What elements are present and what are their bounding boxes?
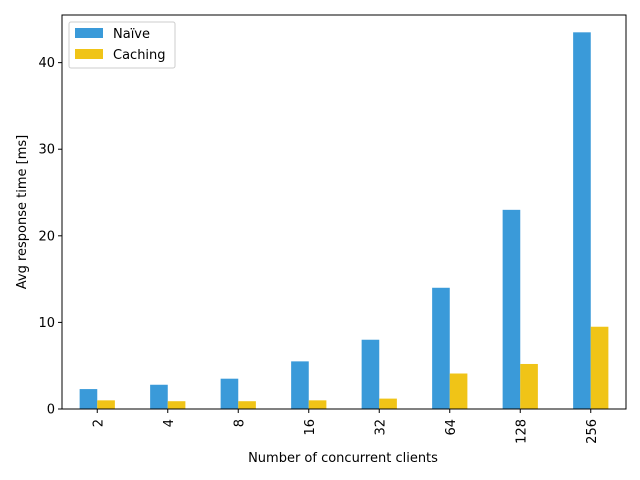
bar-nave-8 [220,378,239,409]
bar-caching-2 [97,400,115,409]
x-tick-label-4: 4 [162,419,177,427]
y-axis: 0 10 20 30 40 [38,56,62,418]
y-tick-label-0: 0 [47,403,55,418]
x-tick-label-16: 16 [303,419,318,436]
y-tick-label-30: 30 [38,143,55,158]
y-tick-label-20: 20 [38,229,55,244]
legend-swatch-caching [75,49,103,59]
x-tick-label-64: 64 [444,419,459,436]
bar-nave-4 [150,384,168,409]
bar-nave-16 [291,361,309,409]
legend-label-caching: Caching [113,48,166,63]
x-axis: 2 4 8 16 32 64 128 256 [91,409,600,444]
x-axis-label: Number of concurrent clients [248,451,438,466]
bar-caching-8 [238,401,256,409]
x-tick-label-8: 8 [232,419,247,427]
bar-caching-16 [308,400,327,409]
bar-nave-256 [573,32,591,409]
bar-nave-64 [432,287,450,409]
legend-label-naive: Naïve [113,27,150,42]
x-tick-label-128: 128 [514,419,529,444]
plot-frame [61,14,627,410]
x-tick-label-32: 32 [373,419,388,436]
bars-layer [79,32,609,409]
bar-caching-32 [379,398,397,409]
bar-caching-128 [520,363,538,409]
legend: Naïve Caching [68,21,176,69]
x-tick-label-256: 256 [585,419,600,444]
bar-caching-256 [590,326,609,409]
y-axis-label: Avg response time [ms] [15,135,30,289]
legend-swatch-naive [75,28,103,38]
bar-caching-64 [449,373,468,409]
x-tick-label-2: 2 [91,419,106,427]
y-tick-label-10: 10 [38,316,55,331]
y-tick-label-40: 40 [38,56,55,71]
bar-nave-2 [79,389,98,409]
bar-nave-128 [502,209,521,409]
bar-nave-32 [361,339,380,409]
bar-caching-4 [167,401,186,409]
